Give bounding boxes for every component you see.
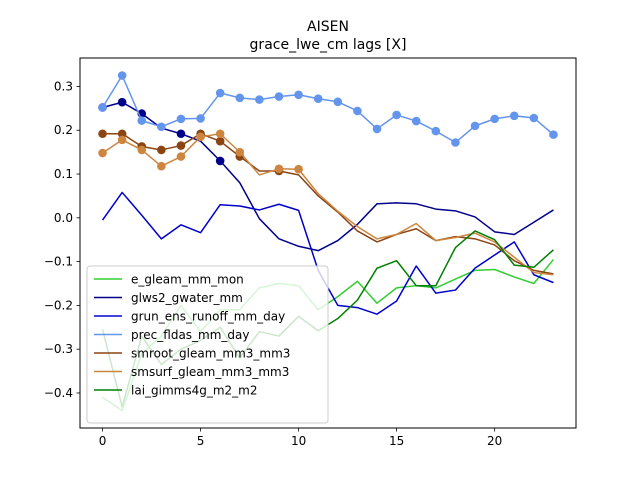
legend-label: prec_fldas_mm_day — [131, 328, 250, 342]
series-point — [117, 135, 127, 145]
legend-label: smroot_gleam_mm3_mm3 — [131, 347, 290, 361]
series-point — [215, 136, 225, 146]
series-point — [353, 106, 362, 116]
series-point — [157, 145, 166, 155]
series-point — [117, 97, 127, 107]
series-point — [215, 129, 225, 139]
y-tick-label: −0.3 — [44, 342, 73, 356]
chart-subtitle: grace_lwe_cm lags [X] — [250, 37, 407, 53]
series-point — [137, 116, 147, 125]
x-tick-label: 5 — [197, 434, 205, 448]
y-tick-label: 0.0 — [54, 211, 73, 225]
legend-label: e_gleam_mm_mon — [131, 273, 244, 287]
series-point — [176, 114, 186, 124]
series-point — [157, 161, 166, 171]
series-point — [176, 129, 186, 139]
legend-label: lai_gimms4g_m2_m2 — [131, 384, 258, 398]
y-tick-label: 0.3 — [54, 79, 73, 93]
series-point — [294, 90, 303, 100]
legend-label: grun_ens_runoff_mm_day — [131, 310, 285, 324]
series-point — [235, 147, 245, 157]
series-point — [215, 88, 225, 98]
series-point — [137, 145, 147, 155]
series-point — [294, 164, 303, 174]
series-point — [196, 114, 205, 123]
y-tick-label: 0.2 — [54, 123, 73, 137]
series-point — [392, 110, 401, 120]
x-tick-label: 0 — [99, 434, 107, 448]
legend-label: glws2_gwater_mm — [131, 291, 243, 305]
series-point — [431, 126, 441, 136]
series-point — [176, 141, 186, 150]
x-tick-label: 15 — [389, 434, 404, 448]
series-point — [98, 129, 107, 139]
chart-title: AISEN — [307, 19, 349, 35]
series-point — [451, 138, 460, 147]
series-point — [117, 129, 127, 139]
series-point — [196, 132, 205, 142]
series-point — [98, 148, 107, 158]
series-point — [274, 164, 284, 174]
series-point — [313, 94, 323, 104]
series-point — [98, 103, 107, 112]
series-point — [529, 113, 539, 123]
series-point — [274, 92, 284, 101]
y-tick-label: −0.1 — [44, 255, 73, 269]
series-point — [117, 71, 127, 80]
plot-frame — [79, 57, 577, 429]
series-point — [215, 156, 225, 166]
series-point — [549, 130, 558, 139]
x-tick-label: 10 — [291, 434, 306, 448]
legend-box — [86, 265, 329, 424]
legend-label: smsurf_gleam_mm3_mm3 — [131, 365, 289, 379]
series-point — [176, 152, 186, 161]
series-point — [490, 114, 499, 124]
series-point — [470, 121, 480, 131]
x-tick-label: 20 — [487, 434, 502, 448]
y-tick-label: 0.1 — [54, 167, 73, 181]
y-tick-label: −0.4 — [44, 386, 73, 400]
series-point — [157, 122, 166, 132]
axis-ticks: 0 5 10 15 20 −0.4 −0.3 −0.2 −0.1 0.0 0.1 0.2 0.3 — [44, 79, 502, 448]
series-point — [509, 111, 519, 121]
series-point — [411, 116, 421, 126]
legend: e_gleam_mm_mon glws2_gwater_mm grun_ens_ru… — [86, 265, 329, 424]
series-point — [235, 93, 245, 103]
series-point — [333, 97, 343, 107]
series-point — [255, 95, 264, 104]
series-point — [372, 124, 382, 134]
y-tick-label: −0.2 — [44, 298, 73, 312]
